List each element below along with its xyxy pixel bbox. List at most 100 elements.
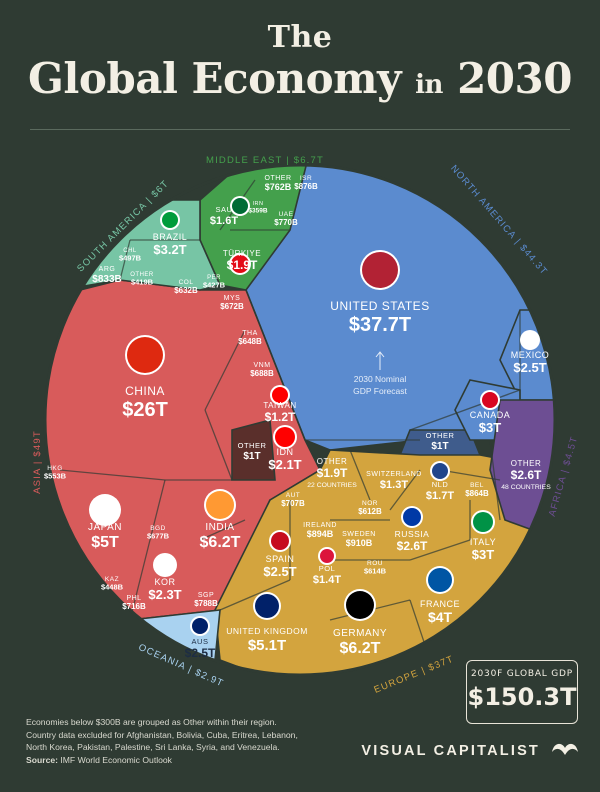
country-label-spain: SPAIN$2.5T (263, 554, 296, 579)
country-value: $553B (44, 472, 67, 481)
canada-flag-icon (480, 390, 500, 410)
cell-divider (489, 439, 501, 521)
country-label-other: OTHER$1T (238, 441, 266, 462)
country-label-bgd: BGD$677B (147, 525, 170, 541)
country-name: MEXICO (511, 350, 550, 360)
total-gdp-box: 2030F GLOBAL GDP $150.3T (466, 660, 578, 724)
source-label: Source: (26, 754, 58, 765)
country-label-other: OTHER$1T (426, 431, 454, 452)
country-name: BEL (470, 482, 484, 489)
footer-source: Source: IMF World Economic Outlook (26, 754, 326, 767)
country-name: ITALY (470, 537, 496, 547)
cell-divider (245, 289, 306, 441)
country-value: $876B (294, 182, 318, 191)
country-label-per: PER$427B (203, 275, 226, 290)
total-gdp-label: 2030F GLOBAL GDP (470, 669, 574, 679)
country-value: $677B (147, 532, 170, 541)
country-label-pol: POL$1.4T (313, 564, 341, 586)
country-label-india: INDIA$6.2T (200, 522, 241, 551)
total-gdp-value: $150.3T (467, 683, 577, 711)
korea-flag-icon (153, 553, 177, 577)
country-label-russia: RUSSIA$2.6T (395, 529, 430, 553)
country-value: $833B (92, 274, 121, 285)
country-value: $37.7T (349, 314, 411, 336)
country-label-irn: IRN$359B (248, 201, 267, 215)
country-label-other: OTHER$1.9T 22 COUNTRIES (307, 457, 357, 489)
country-name: KOR (154, 577, 175, 587)
country-name: IRN (253, 201, 264, 207)
country-label-other: OTHER$419B (130, 272, 154, 287)
country-label-brazil: BRAZIL$3.2T (153, 232, 187, 257)
country-value: $4T (428, 609, 453, 625)
country-label-france: FRANCE$4T (420, 599, 460, 625)
japan-flag-icon (89, 494, 121, 526)
country-name: OTHER (511, 459, 542, 468)
country-value: $427B (203, 281, 226, 290)
cell-divider (204, 329, 246, 411)
country-name: OTHER (317, 457, 348, 466)
cell-divider (59, 469, 166, 481)
title-divider (30, 129, 570, 130)
country-name: SAU (216, 205, 233, 214)
country-value: $688B (250, 369, 274, 378)
country-value: $2.3T (148, 587, 181, 602)
country-value: $448B (101, 583, 124, 592)
country-value: $2.1T (268, 457, 301, 472)
country-value: $1.6T (210, 215, 238, 227)
country-value: $762B (265, 182, 292, 192)
country-value: $648B (238, 337, 262, 346)
country-label-chl: CHL$497B (119, 248, 142, 263)
brand-logo: VISUAL CAPITALIST (360, 738, 580, 764)
country-value: $2.5T (263, 564, 296, 579)
australia-flag-icon (190, 616, 210, 636)
country-value: $1.7T (426, 490, 454, 502)
cell-divider (349, 449, 371, 501)
country-label-china: CHINA$26T (122, 384, 168, 421)
country-name: OTHER (265, 175, 292, 182)
country-name: PER (207, 275, 221, 281)
cell-divider (199, 519, 246, 541)
country-label-mys: MYS$672B (220, 295, 244, 311)
country-name: UNITED STATES (330, 299, 429, 313)
cell-divider (219, 579, 291, 611)
country-label-rou: ROU$614B (364, 560, 387, 576)
country-name: TAIWAN (263, 401, 296, 410)
country-note: 48 COUNTRIES (501, 484, 551, 491)
country-name: UAE (279, 211, 294, 218)
country-value: $1.9T (317, 466, 348, 480)
country-label-nor: NOR$612B (358, 500, 382, 516)
turkey-flag-icon (229, 253, 251, 275)
country-value: $612B (358, 507, 382, 516)
china-flag-icon (125, 335, 165, 375)
country-name: IDN (277, 447, 294, 457)
uk-flag-icon (253, 592, 281, 620)
country-name: IRELAND (303, 522, 337, 529)
country-name: SWITZERLAND (366, 471, 422, 478)
center-note-line1: 2030 Nominal (354, 374, 407, 384)
title-line1: The (267, 20, 333, 55)
italy-flag-icon (471, 510, 495, 534)
country-name: BGD (150, 525, 166, 532)
country-value: $2.5T (513, 360, 546, 375)
country-name: SWEDEN (342, 531, 376, 538)
country-value: $716B (122, 602, 146, 611)
center-note-line2: GDP Forecast (353, 386, 407, 396)
country-name: COL (179, 279, 194, 286)
country-label-united-kingdom: UNITED KINGDOM$5.1T (226, 626, 307, 654)
country-value: $788B (194, 599, 218, 608)
country-value: $497B (119, 254, 142, 263)
germany-flag-icon (344, 589, 376, 621)
country-value: $419B (131, 278, 154, 287)
country-label-tha: THA$648B (238, 330, 262, 346)
country-name: NOR (362, 500, 378, 507)
country-value: $864B (465, 489, 489, 498)
title-line2b: in (415, 70, 443, 100)
footer-note-3: North Korea, Pakistan, Palestine, Sri La… (26, 742, 280, 752)
country-label-switzerland: SWITZERLAND$1.3T (366, 471, 422, 491)
footer-notes: Economies below $300B are grouped as Oth… (26, 716, 326, 766)
india-flag-icon (204, 489, 236, 521)
country-name: RUSSIA (395, 529, 430, 539)
country-label-italy: ITALY$3T (470, 537, 496, 562)
arrow-up-icon (375, 351, 385, 370)
country-name: FRANCE (420, 599, 460, 609)
